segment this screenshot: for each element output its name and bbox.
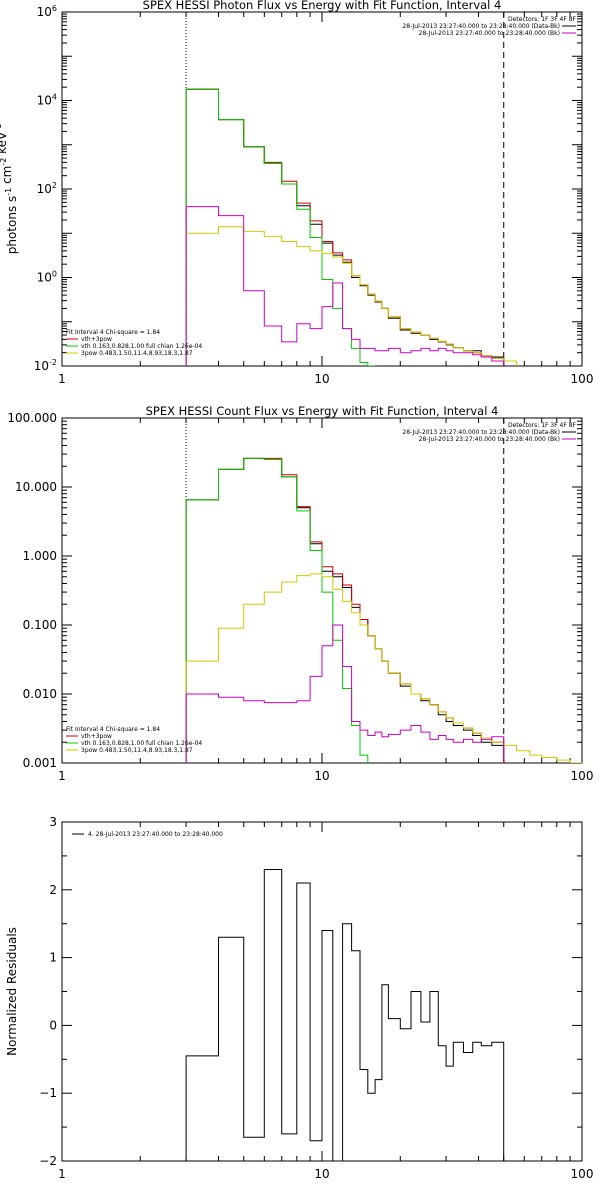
legend-entry: 28-Jul-2013 23:27:40.000 to 23:28:40.000… — [419, 30, 560, 37]
legend-entry: Fit Interval 4 Chi-square = 1.84 — [66, 726, 160, 733]
x-tick-label: 10 — [314, 1167, 329, 1181]
series-line-vth — [185, 88, 376, 366]
y-tick-label: 3 — [49, 815, 57, 829]
x-tick-label: 1 — [58, 372, 66, 386]
legend-entry: Detectors: 1F 3F 4F 8F — [508, 422, 577, 429]
y-tick-label: 0.100 — [23, 618, 57, 632]
series-line-bk — [185, 206, 505, 366]
series-line-vth-3pow — [185, 88, 505, 366]
chart-title: SPEX HESSI Photon Flux vs Energy with Fi… — [143, 0, 502, 12]
y-tick-label: 100 — [37, 270, 57, 285]
legend-entry: vth+3pow — [81, 733, 112, 740]
legend-entry: 28-Jul-2013 23:27:40.000 to 23:28:40.000… — [402, 23, 560, 30]
legend-entry: 3pow 0.483,1.50,11.4,8.93,18.3,1.87 — [81, 350, 193, 357]
legend-entry: vth+3pow — [81, 336, 112, 343]
y-tick-label: −1 — [39, 1086, 57, 1100]
series-line-data-bk — [185, 88, 505, 366]
x-tick-label: 100 — [571, 1167, 594, 1181]
y-tick-label: 1 — [49, 951, 57, 965]
x-tick-label: 100 — [571, 769, 594, 783]
series-line-bk — [185, 624, 505, 763]
legend-entry: 4. 28-Jul-2013 23:27:40.000 to 23:28:40.… — [88, 831, 223, 838]
legend-entry: 28-Jul-2013 23:27:40.000 to 23:28:40.000… — [402, 429, 560, 436]
series-line-vth-3pow — [185, 457, 505, 763]
legend-entry: vth 0.163,0.828,1.00 full chian 1.26e-04 — [81, 343, 202, 350]
y-tick-label: 1.000 — [23, 549, 57, 563]
legend-entry: Detectors: 1F 3F 4F 8F — [508, 16, 577, 23]
y-tick-label: 102 — [37, 181, 57, 196]
series-line-4-28-jul-2013-23-27-40-000-to-23-28-40-000 — [185, 869, 505, 1161]
legend-entry: vth 0.163,0.828,1.00 full chian 1.26e-04 — [81, 740, 202, 747]
x-tick-label: 10 — [314, 372, 329, 386]
y-tick-label: 10.000 — [15, 480, 57, 494]
series-line-vth — [185, 457, 369, 763]
y-tick-label: 0.001 — [23, 756, 57, 770]
y-tick-label: −2 — [39, 1154, 57, 1168]
series-line-data-bk — [185, 457, 505, 763]
y-tick-label: 0 — [49, 1018, 57, 1032]
y-tick-label: 104 — [37, 93, 57, 108]
y-tick-label: 2 — [49, 883, 57, 897]
y-tick-label: 100.000 — [7, 411, 57, 425]
x-tick-label: 1 — [58, 1167, 66, 1181]
x-tick-label: 100 — [571, 372, 594, 386]
chart-panel-2: SPEX HESSI Count Flux vs Energy with Fit… — [7, 404, 593, 783]
series-line-3pow — [185, 226, 517, 366]
series-line-3pow — [185, 573, 582, 763]
x-tick-label: 1 — [58, 769, 66, 783]
chart-panel-3: 1 10 100 −2 −1 0 1 2 3 Normalized Residuals 4. 28-… — [5, 815, 593, 1181]
x-tick-label: 10 — [314, 769, 329, 783]
chart-title: SPEX HESSI Count Flux vs Energy with Fit… — [146, 404, 499, 418]
y-axis-label: Normalized Residuals — [5, 927, 19, 1056]
legend-entry: 3pow 0.483,1.50,11.4,8.93,18.3,1.87 — [81, 747, 193, 754]
legend-entry: 28-Jul-2013 23:27:40.000 to 23:28:40.000… — [419, 436, 560, 443]
chart-panel-1: SPEX HESSI Photon Flux vs Energy with Fi… — [0, 0, 593, 386]
y-tick-label: 0.010 — [23, 687, 57, 701]
y-tick-label: 106 — [37, 4, 57, 19]
y-axis-label: photons s-1 cm-2 keV-1 — [0, 124, 19, 255]
y-tick-label: 10-2 — [34, 358, 57, 373]
legend-entry: Fit Interval 4 Chi-square = 1.84 — [66, 329, 160, 336]
